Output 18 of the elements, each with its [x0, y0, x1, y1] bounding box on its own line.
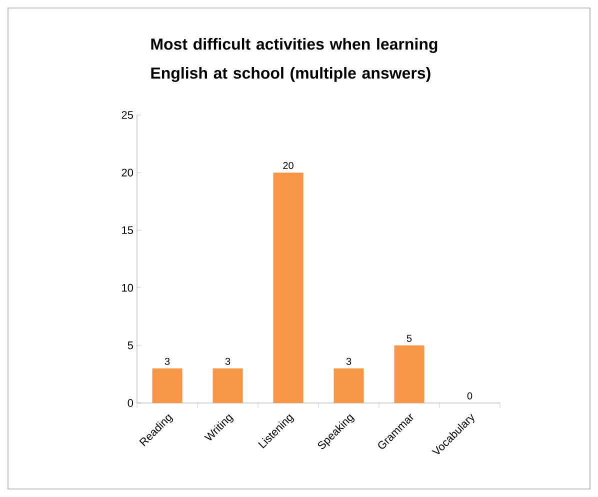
y-tick-label: 5: [128, 342, 133, 350]
y-tick-label: 15: [122, 226, 133, 234]
y-tick-label: 25: [122, 111, 133, 119]
bar: [334, 368, 364, 403]
data-label: 5: [406, 334, 412, 342]
data-label: 3: [164, 358, 170, 365]
chart-title: Most difficult activities when learning English at school (multiple answers): [151, 38, 438, 82]
y-tick-label: 20: [122, 168, 134, 176]
bar: [152, 368, 182, 403]
bar: [394, 345, 424, 403]
data-label: 3: [346, 358, 352, 365]
data-label: 3: [225, 358, 230, 365]
y-tick-label: 10: [122, 284, 134, 292]
y-tick-label: 0: [128, 399, 134, 407]
bar: [212, 368, 243, 403]
bar: [273, 172, 304, 403]
data-label: 20: [283, 162, 294, 170]
data-label: 0: [467, 392, 472, 400]
